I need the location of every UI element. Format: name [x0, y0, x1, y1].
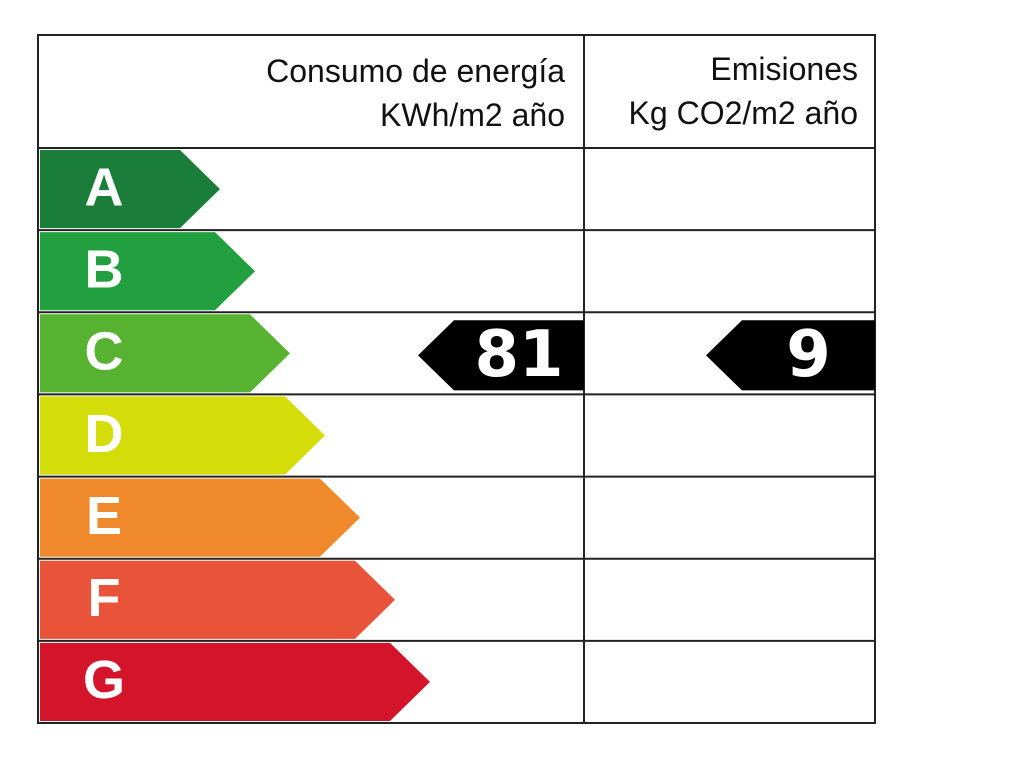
rating-arrow [40, 232, 255, 311]
rating-letter: C [85, 322, 124, 382]
consumption-unit: KWh/m2 año [380, 97, 565, 133]
rating-letter: E [86, 486, 122, 546]
emissions-value: 9 [786, 318, 831, 392]
consumption-title: Consumo de energía [266, 53, 565, 89]
rating-arrow [40, 314, 290, 393]
emissions-unit: Kg CO2/m2 año [629, 95, 858, 131]
rating-letter: D [85, 404, 124, 464]
consumption-value: 81 [474, 318, 563, 392]
consumption-marker [418, 320, 584, 391]
rating-letter: B [85, 239, 124, 299]
rating-arrow [40, 396, 325, 475]
rating-letter: F [88, 568, 121, 628]
rating-arrow [40, 150, 220, 229]
rating-letter: A [85, 157, 124, 217]
rating-letter: G [83, 650, 125, 710]
rating-arrow [40, 560, 395, 639]
rating-arrow [40, 478, 360, 557]
emissions-title: Emisiones [710, 51, 858, 87]
emissions-marker [706, 320, 875, 391]
rating-arrow [40, 642, 430, 721]
